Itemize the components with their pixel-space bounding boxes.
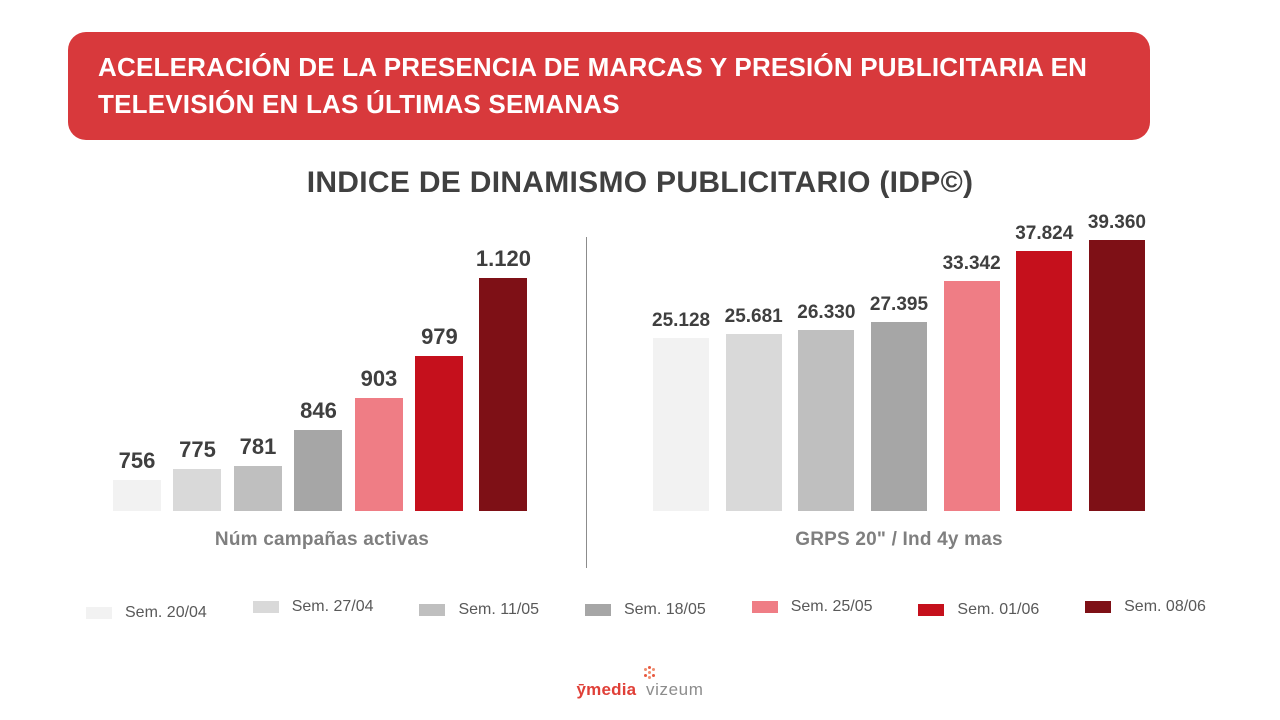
bar-value-label: 775 [179,437,216,462]
legend-item: Sem. 08/06 [1085,598,1206,616]
right-chart-axis-label: GRPS 20" / Ind 4y mas [795,529,1003,550]
bar-group: 775 [173,437,222,511]
bar-group: 27.395 [870,294,928,511]
bar-value-label: 846 [300,398,337,423]
legend-label: Sem. 27/04 [291,598,374,615]
bar-sem--27-04 [173,469,222,511]
bar-group: 37.824 [1015,223,1073,511]
brand-ymedia: ȳmedia [576,680,637,699]
chart-title: INDICE DE DINAMISMO PUBLICITARIO (IDP©) [306,166,974,199]
bar-chart-num-campanas: 756 775 781 846 903 979 1.120 [113,246,531,511]
bar-value-label: 33.342 [942,253,1001,274]
legend-item: Sem. 25/05 [751,598,873,616]
left-chart-axis-label: Núm campañas activas [214,529,430,550]
footer-logo: ȳmedia vizeum [0,671,1280,700]
legend-label: Sem. 20/04 [125,604,207,621]
sparkle-icon [647,671,651,674]
legend-swatch-icon [86,607,112,619]
legend-item: Sem. 01/06 [918,601,1039,619]
legend-label: Sem. 08/06 [1124,598,1206,615]
legend-label: Sem. 01/06 [957,601,1040,618]
bar-value-label: 25.681 [724,306,783,327]
bar-sem--11-05 [798,330,855,511]
legend-swatch-icon [584,604,611,616]
legend-item: Sem. 20/04 [86,604,207,622]
brand-vizeum: vizeum [646,680,704,699]
chart-divider-line [586,237,587,568]
bar-group: 33.342 [943,253,1001,511]
legend-swatch-icon [252,601,279,613]
bar-group: 846 [294,398,343,511]
bar-sem--27-04 [725,334,782,511]
legend-item: Sem. 27/04 [252,598,374,616]
legend-swatch-icon [419,604,446,616]
bar-group: 903 [354,366,403,511]
legend-swatch-icon [918,604,945,616]
bar-value-label: 756 [118,448,156,473]
bar-value-label: 1.120 [475,246,531,271]
bar-sem--08-06 [479,278,528,511]
legend-label: Sem. 25/05 [790,598,873,615]
bar-value-label: 26.330 [797,302,856,323]
bar-value-label: 979 [421,324,458,349]
bar-group: 26.330 [797,302,855,511]
bar-value-label: 25.128 [652,310,711,331]
legend-item: Sem. 11/05 [419,601,539,619]
bar-value-label: 39.360 [1087,212,1146,233]
legend-label: Sem. 11/05 [458,601,540,618]
bar-group: 756 [113,448,161,511]
legend-label: Sem. 18/05 [623,601,706,618]
bar-chart-grps: 25.128 25.681 26.330 27.395 33.342 37.824 39.3… [652,212,1146,511]
bar-value-label: 37.824 [1015,223,1074,244]
title-banner: ACELERACIÓN DE LA PRESENCIA DE MARCAS Y … [68,32,1150,140]
bar-sem--01-06 [415,356,464,511]
banner-line-1: ACELERACIÓN DE LA PRESENCIA DE MARCAS Y … [98,52,1088,82]
bar-group: 781 [233,434,282,511]
legend: Sem. 20/04 Sem. 27/04 Sem. 11/05 Sem. 18/05… [86,598,1206,622]
bar-sem--20-04 [113,480,161,511]
bar-group: 39.360 [1088,212,1146,511]
bar-value-label: 781 [239,434,277,459]
bar-sem--18-05 [294,430,343,511]
bar-sem--25-05 [354,398,403,511]
bar-sem--01-06 [1016,251,1073,511]
bar-group: 979 [415,324,464,511]
bar-group: 1.120 [476,246,531,511]
bar-sem--08-06 [1088,240,1145,511]
bar-group: 25.128 [652,310,710,511]
legend-item: Sem. 18/05 [584,601,706,619]
brand-logo-wrap: ȳmedia vizeum [576,671,704,700]
bar-sem--20-04 [653,338,710,511]
legend-swatch-icon [1085,601,1112,613]
bar-sem--11-05 [233,466,282,511]
legend-swatch-icon [751,601,778,613]
banner-line-2: TELEVISIÓN EN LAS ÚLTIMAS SEMANAS [98,89,620,119]
bar-sem--18-05 [870,322,927,511]
bar-group: 25.681 [725,306,783,511]
bar-value-label: 27.395 [869,294,929,315]
bar-value-label: 903 [360,366,398,391]
bar-sem--25-05 [943,281,1000,511]
